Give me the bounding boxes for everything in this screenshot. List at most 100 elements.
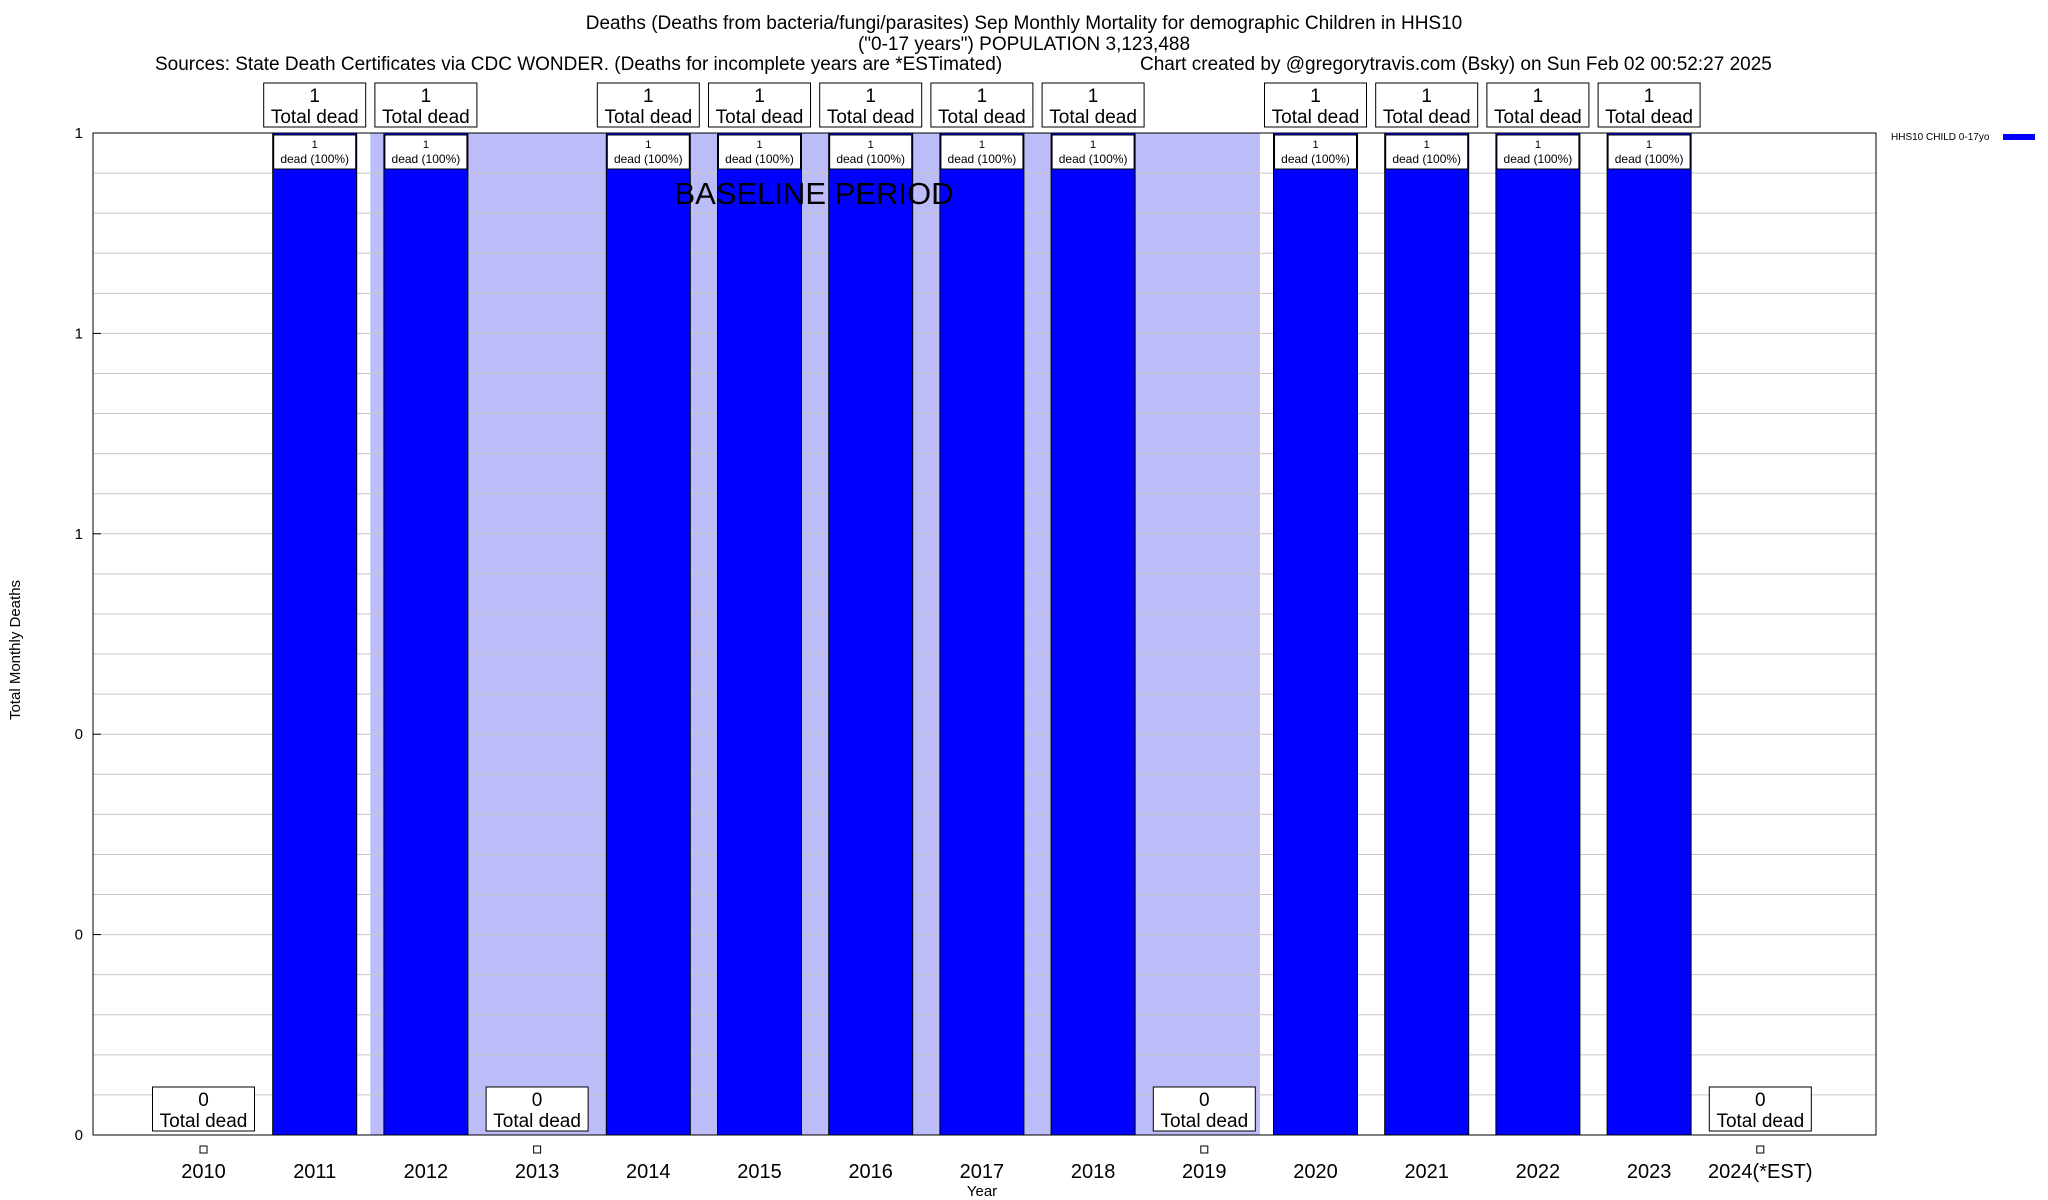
inside-label-box [718,134,801,170]
total-label-value: 0 [198,1090,209,1111]
chart-title: Deaths (Deaths from bacteria/fungi/paras… [585,13,1463,34]
total-label-box [930,82,1034,128]
inside-label-value: 1 [1312,139,1318,151]
total-label-value: 1 [643,86,654,107]
x-tick-label: 2012 [404,1161,449,1183]
total-label-text: Total dead [493,1111,581,1132]
zero-marker [1200,1145,1209,1154]
total-label-text: Total dead [716,107,804,128]
total-label-box [1486,82,1590,128]
total-label-box [1041,82,1145,128]
inside-label-text: dead (100%) [725,152,794,166]
inside-label-value: 1 [979,139,985,151]
x-tick-label: 2022 [1516,1161,1561,1183]
x-tick-label: 2019 [1182,1161,1227,1183]
total-label-text: Total dead [1160,1111,1248,1132]
total-label-text: Total dead [604,107,692,128]
total-label-value: 1 [1088,86,1099,107]
inside-label-text: dead (100%) [614,152,683,166]
inside-label-value: 1 [423,139,429,151]
axes: 0 0 0 1 1 1 2010 2011 2012 2013 2014 2015 2016 2017 20… [75,125,1877,1183]
y-tick-label: 0 [75,927,83,944]
total-label-text: Total dead [1605,107,1693,128]
bar-2023 [1606,132,1692,1136]
total-label-box [1597,82,1701,128]
inside-label-text: dead (100%) [948,152,1017,166]
plot-frame [92,132,1877,1136]
total-label-text: Total dead [271,107,359,128]
total-label-text: Total dead [1272,107,1360,128]
total-label-text: Total dead [382,107,470,128]
inside-label-value: 1 [756,139,762,151]
inside-label-box [1496,134,1580,170]
x-tick-label: 2021 [1404,1161,1449,1183]
inside-label-text: dead (100%) [1059,152,1128,166]
legend: HHS10 CHILD 0-17yo [1891,132,2035,143]
x-tick-label: 2018 [1071,1161,1116,1183]
total-label-value: 0 [1199,1090,1210,1111]
y-tick-label: 1 [75,526,83,543]
bar-2018 [1050,132,1136,1136]
total-label-value: 0 [1755,1090,1766,1111]
chart-subtitle: ("0-17 years") POPULATION 3,123,488 [857,34,1191,55]
total-label-box [596,82,700,128]
x-tick-label: 2014 [626,1161,671,1183]
inside-label-text: dead (100%) [392,152,461,166]
y-tick-label: 1 [75,125,83,142]
total-label-box [708,82,811,128]
inside-label-value: 1 [1646,139,1652,151]
total-label-value: 1 [754,86,765,107]
x-tick-label: 2013 [515,1161,560,1183]
bar-2020 [1273,132,1358,1136]
total-label-text: Total dead [160,1111,248,1132]
total-label-text: Total dead [938,107,1026,128]
total-label-box [485,1086,589,1132]
total-label-text: Total dead [827,107,915,128]
inside-label-box [1274,134,1357,170]
total-label-box [1708,1086,1812,1132]
x-tick-label: 2024(*EST) [1708,1161,1813,1183]
x-tick-label: 2016 [848,1161,893,1183]
inside-label-box [940,134,1024,170]
y-tick-label: 1 [75,325,83,342]
total-label-value: 0 [532,1090,543,1111]
baseline-period-label: BASELINE PERIOD [674,176,953,211]
inside-label-text: dead (100%) [1281,152,1350,166]
inside-label-value: 1 [312,139,318,151]
total-label-box [1152,1086,1256,1132]
legend-swatch [2003,134,2035,140]
x-tick-label: 2015 [737,1161,782,1183]
zero-marker [1756,1145,1765,1154]
total-label-value: 1 [865,86,876,107]
inside-label-value: 1 [645,139,651,151]
bar-2022 [1495,132,1581,1136]
x-tick-label: 2017 [960,1161,1005,1183]
bars [272,132,1692,1136]
x-tick-label: 2023 [1627,1161,1672,1183]
inside-label-value: 1 [1535,139,1541,151]
total-label-box [819,82,923,128]
total-label-text: Total dead [1383,107,1471,128]
total-label-value: 1 [977,86,988,107]
inside-label-box [1607,134,1691,170]
y-tick-label: 0 [75,1127,83,1144]
inside-label-text: dead (100%) [1615,152,1684,166]
inside-label-box [1385,134,1469,170]
inside-label-text: dead (100%) [836,152,905,166]
zero-marker [533,1145,542,1154]
bar-2017 [939,132,1025,1136]
total-label-box [152,1086,255,1132]
total-label-value: 1 [1421,86,1432,107]
bar-2015 [717,132,802,1136]
x-tick-label: 2011 [293,1161,336,1183]
total-label-value: 1 [1310,86,1321,107]
total-label-text: Total dead [1494,107,1582,128]
total-label-box [1264,82,1367,128]
total-label-text: Total dead [1049,107,1137,128]
total-label-box [1375,82,1479,128]
zero-marker [199,1145,208,1154]
bar-2016 [828,132,914,1136]
x-tick-label: 2010 [181,1161,226,1183]
